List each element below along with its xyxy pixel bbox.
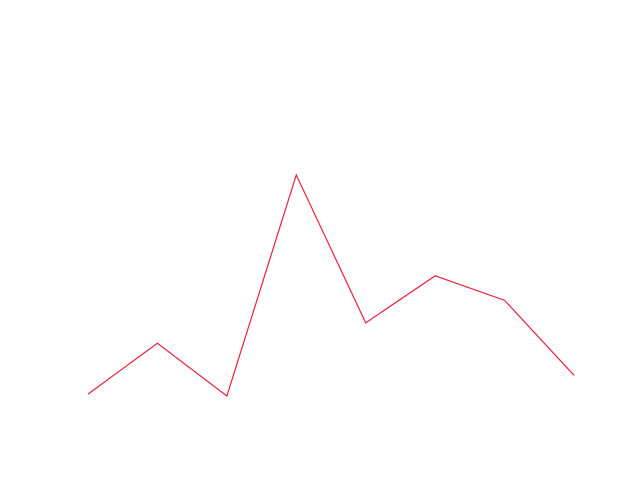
plot-area xyxy=(87,173,575,397)
series-line-0 xyxy=(87,173,575,397)
